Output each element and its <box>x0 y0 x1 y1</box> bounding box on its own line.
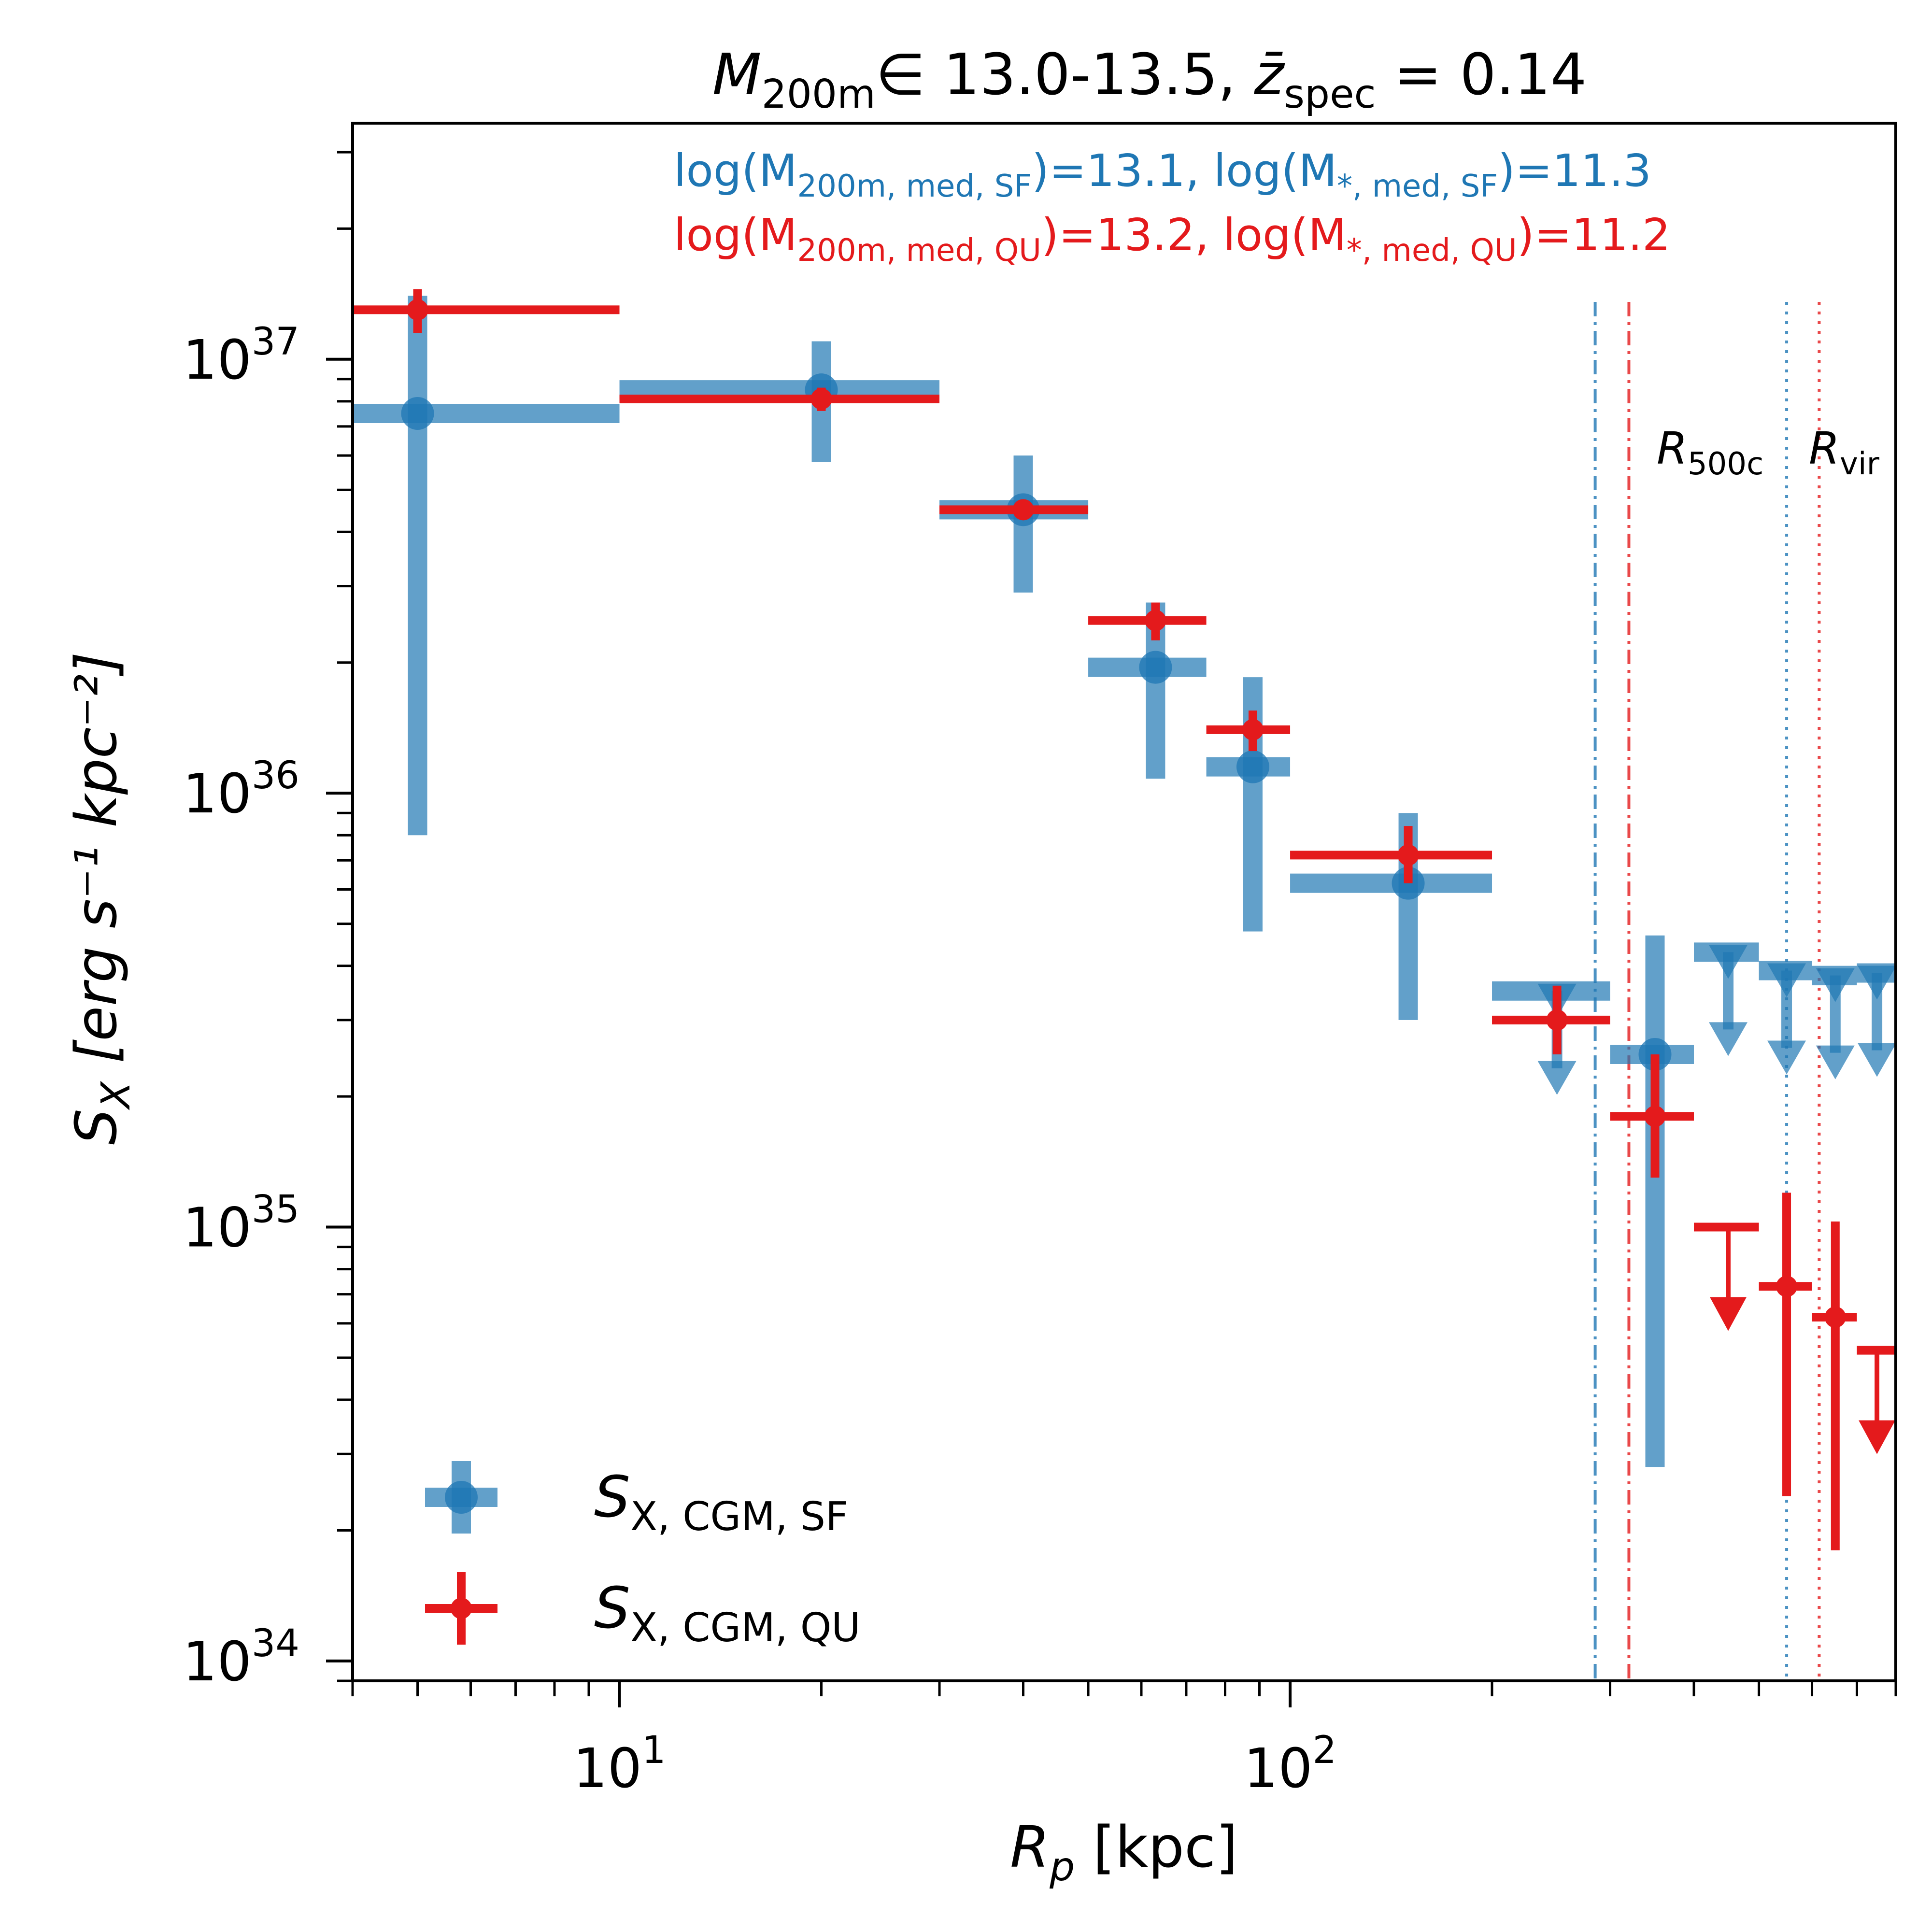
legend-label-sf: SX, CGM, SF <box>594 1463 848 1540</box>
data-point <box>1242 719 1264 740</box>
series-0-point-10 <box>1812 966 1857 1080</box>
data-point <box>1236 750 1269 783</box>
legend-marker-sf <box>425 1461 497 1534</box>
upper-limit-cap <box>1709 945 1748 979</box>
series-1 <box>353 289 1896 1550</box>
y-axis-label: SX [erg s⁻¹ kpc⁻²] <box>63 652 139 1145</box>
x-tick-label-1: 102 <box>1244 1729 1336 1800</box>
legend-label-qu: SX, CGM, QU <box>594 1575 860 1651</box>
upper-limit-arrow <box>1537 1061 1577 1095</box>
series-0-point-0 <box>353 296 620 836</box>
upper-limit-cap <box>1767 963 1806 997</box>
series-1-point-5 <box>1290 826 1492 883</box>
annotation-qu-medians: log(M200m, med, QU)=13.2, log(M*, med, Q… <box>674 209 1671 269</box>
legend-marker-qu <box>425 1572 497 1645</box>
data-point <box>1139 651 1172 684</box>
upper-limit-arrow <box>1816 1045 1855 1080</box>
data-point <box>1397 844 1419 866</box>
r500c-label: R500c <box>1657 423 1763 482</box>
series-1-point-2 <box>939 499 1089 521</box>
upper-limit-arrow <box>1710 1297 1747 1331</box>
data-point <box>1012 499 1034 521</box>
y-tick-label-0: 1034 <box>183 1622 299 1693</box>
data-point <box>1145 610 1166 631</box>
data-series <box>353 289 1896 1550</box>
y-tick-label-3: 1037 <box>183 320 299 392</box>
annotation-sf-medians: log(M200m, med, SF)=13.1, log(M*, med, S… <box>674 145 1651 204</box>
data-point <box>407 299 428 321</box>
series-1-point-9 <box>1759 1193 1812 1496</box>
data-point <box>810 388 832 410</box>
upper-limit-cap <box>1816 968 1855 1002</box>
rvir-label: Rvir <box>1809 423 1880 482</box>
series-0-point-8 <box>1694 942 1759 1056</box>
y-tick-label-2: 1036 <box>183 754 299 825</box>
series-1-point-0 <box>353 289 620 333</box>
data-point <box>1644 1106 1666 1127</box>
x-axis-label: Rp [kpc] <box>1010 1814 1238 1890</box>
data-point <box>1824 1307 1846 1328</box>
chart-title: M200m∈ 13.0-13.5, z̄spec = 0.14 <box>712 41 1587 117</box>
x-tick-label-0: 101 <box>573 1729 666 1800</box>
series-0-point-9 <box>1759 961 1812 1075</box>
series-1-point-8 <box>1694 1222 1759 1331</box>
upper-limit-arrow <box>1767 1040 1806 1075</box>
series-1-point-6 <box>1492 985 1610 1055</box>
data-point <box>1776 1276 1798 1297</box>
data-point <box>1546 1009 1568 1031</box>
upper-limit-cap <box>1858 966 1896 1000</box>
series-1-point-7 <box>1610 1054 1694 1178</box>
series-1-point-4 <box>1206 710 1291 752</box>
series-1-point-1 <box>619 387 940 411</box>
series-0-point-11 <box>1857 963 1896 1077</box>
upper-limit-arrow <box>1859 1420 1896 1454</box>
data-point <box>401 397 434 430</box>
axis-ticks: 101 102 1034 1035 1036 1037 <box>183 151 1897 1800</box>
upper-limit-arrow <box>1709 1022 1748 1056</box>
series-1-point-11 <box>1857 1346 1896 1454</box>
upper-limit-arrow <box>1858 1043 1896 1077</box>
legend: SX, CGM, SF SX, CGM, QU <box>425 1461 860 1651</box>
y-tick-label-1: 1035 <box>183 1188 299 1260</box>
series-1-point-3 <box>1088 602 1207 640</box>
series-1-point-10 <box>1812 1221 1857 1550</box>
plot-frame <box>351 122 1897 1682</box>
